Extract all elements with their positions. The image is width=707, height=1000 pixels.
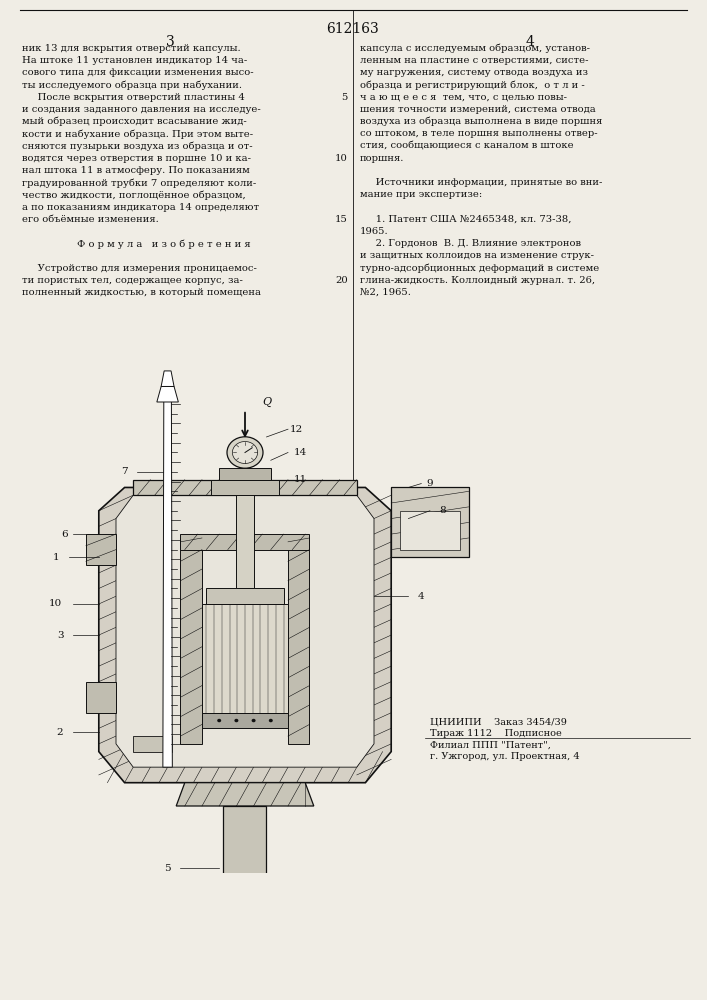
Text: №2, 1965.: №2, 1965. [360,288,411,297]
Text: ти пористых тел, содержащее корпус, за-: ти пористых тел, содержащее корпус, за- [22,276,243,285]
Polygon shape [163,394,173,767]
Circle shape [227,437,263,468]
Text: полненный жидкостью, в который помещена: полненный жидкостью, в который помещена [22,288,261,297]
Text: глина-жидкость. Коллоидный журнал. т. 26,: глина-жидкость. Коллоидный журнал. т. 26… [360,276,595,285]
Text: 2: 2 [57,728,64,737]
Text: 6: 6 [61,530,68,539]
Text: 8: 8 [440,506,446,515]
Text: Ф о р м у л а   и з о б р е т е н и я: Ф о р м у л а и з о б р е т е н и я [77,239,250,249]
Polygon shape [202,713,288,728]
Text: образца и регистрирующий блок,  о т л и -: образца и регистрирующий блок, о т л и - [360,80,585,90]
Text: мый образец происходит всасывание жид-: мый образец происходит всасывание жид- [22,117,247,126]
Text: му нагружения, систему отвода воздуха из: му нагружения, систему отвода воздуха из [360,68,588,77]
Polygon shape [206,588,284,604]
Text: ник 13 для вскрытия отверстий капсулы.: ник 13 для вскрытия отверстий капсулы. [22,44,240,53]
Circle shape [235,719,238,722]
Text: и создания заданного давления на исследуе-: и создания заданного давления на исследу… [22,105,261,114]
Text: 10: 10 [335,154,348,163]
Text: ленным на пластине с отверстиями, систе-: ленным на пластине с отверстиями, систе- [360,56,588,65]
Text: 20: 20 [335,276,348,285]
Text: 10: 10 [49,599,62,608]
Text: Q: Q [262,397,271,407]
Polygon shape [399,511,460,550]
Circle shape [269,719,273,722]
Text: ч а ю щ е е с я  тем, что, с целью повы-: ч а ю щ е е с я тем, что, с целью повы- [360,93,567,102]
Text: 9: 9 [426,479,433,488]
Text: воздуха из образца выполнена в виде поршня: воздуха из образца выполнена в виде порш… [360,117,602,126]
Text: 3: 3 [57,631,64,640]
Text: Тираж 1112    Подписное: Тираж 1112 Подписное [430,729,562,738]
Polygon shape [133,480,357,495]
Polygon shape [211,480,279,495]
Circle shape [233,441,257,463]
Polygon shape [116,495,374,767]
Text: 1. Патент США №2465348, кл. 73-38,: 1. Патент США №2465348, кл. 73-38, [360,215,571,224]
Text: 11: 11 [294,475,308,484]
Text: 12: 12 [290,425,303,434]
Text: нал штока 11 в атмосферу. По показаниям: нал штока 11 в атмосферу. По показаниям [22,166,250,175]
Polygon shape [180,534,310,550]
Text: Устройство для измерения проницаемос-: Устройство для измерения проницаемос- [22,264,257,273]
Text: 4: 4 [525,35,534,49]
Text: чество жидкости, поглощённое образцом,: чество жидкости, поглощённое образцом, [22,190,246,200]
Polygon shape [180,538,202,744]
Text: ты исследуемого образца при набухании.: ты исследуемого образца при набухании. [22,80,242,90]
Polygon shape [219,468,271,480]
Polygon shape [391,487,469,557]
Text: 1: 1 [52,553,59,562]
Text: 4: 4 [418,592,425,601]
Polygon shape [232,907,258,977]
Text: 15: 15 [335,215,348,224]
Polygon shape [288,538,310,744]
Text: стия, сообщающиеся с каналом в штоке: стия, сообщающиеся с каналом в штоке [360,141,573,150]
Text: мание при экспертизе:: мание при экспертизе: [360,190,482,199]
Text: 5: 5 [341,93,348,102]
Text: турно-адсорбционных деформаций в системе: турно-адсорбционных деформаций в системе [360,264,600,273]
Polygon shape [133,736,173,752]
Polygon shape [157,386,178,402]
Text: сняются пузырьки воздуха из образца и от-: сняются пузырьки воздуха из образца и от… [22,141,252,151]
Text: градуированной трубки 7 определяют коли-: градуированной трубки 7 определяют коли- [22,178,256,188]
Text: 14: 14 [294,448,308,457]
Text: капсула с исследуемым образцом, установ-: капсула с исследуемым образцом, установ- [360,44,590,53]
Polygon shape [223,806,267,907]
Text: шения точности измерений, система отвода: шения точности измерений, система отвода [360,105,596,114]
Polygon shape [215,977,275,1000]
Text: и защитных коллоидов на изменение струк-: и защитных коллоидов на изменение струк- [360,251,594,260]
Text: ЦНИИПИ    Заказ 3454/39: ЦНИИПИ Заказ 3454/39 [430,718,567,727]
Text: На штоке 11 установлен индикатор 14 ча-: На штоке 11 установлен индикатор 14 ча- [22,56,247,65]
Text: г. Ужгород, ул. Проектная, 4: г. Ужгород, ул. Проектная, 4 [430,752,580,761]
Polygon shape [99,487,391,783]
Polygon shape [176,783,314,806]
Text: Источники информации, принятые во вни-: Источники информации, принятые во вни- [360,178,602,187]
Text: поршня.: поршня. [360,154,404,163]
Text: сового типа для фиксации изменения высо-: сового типа для фиксации изменения высо- [22,68,254,77]
Text: 5: 5 [164,864,171,873]
Polygon shape [86,682,116,713]
Polygon shape [236,472,254,588]
Circle shape [252,719,256,722]
Text: а по показаниям индикатора 14 определяют: а по показаниям индикатора 14 определяют [22,203,259,212]
Polygon shape [202,604,288,713]
Text: 1965.: 1965. [360,227,389,236]
Polygon shape [86,534,116,565]
Text: 7: 7 [122,467,128,476]
Text: кости и набухание образца. При этом выте-: кости и набухание образца. При этом выте… [22,129,253,139]
Polygon shape [161,371,174,386]
Text: водятся через отверстия в поршне 10 и ка-: водятся через отверстия в поршне 10 и ка… [22,154,251,163]
Text: Филиал ППП "Патент",: Филиал ППП "Патент", [430,740,551,749]
Text: 612163: 612163 [327,22,380,36]
Text: 2. Гордонов  В. Д. Влияние электронов: 2. Гордонов В. Д. Влияние электронов [360,239,581,248]
Text: со штоком, в теле поршня выполнены отвер-: со штоком, в теле поршня выполнены отвер… [360,129,597,138]
Text: После вскрытия отверстий пластины 4: После вскрытия отверстий пластины 4 [22,93,245,102]
Text: его объёмные изменения.: его объёмные изменения. [22,215,159,224]
Text: 3: 3 [165,35,175,49]
Circle shape [217,719,221,722]
